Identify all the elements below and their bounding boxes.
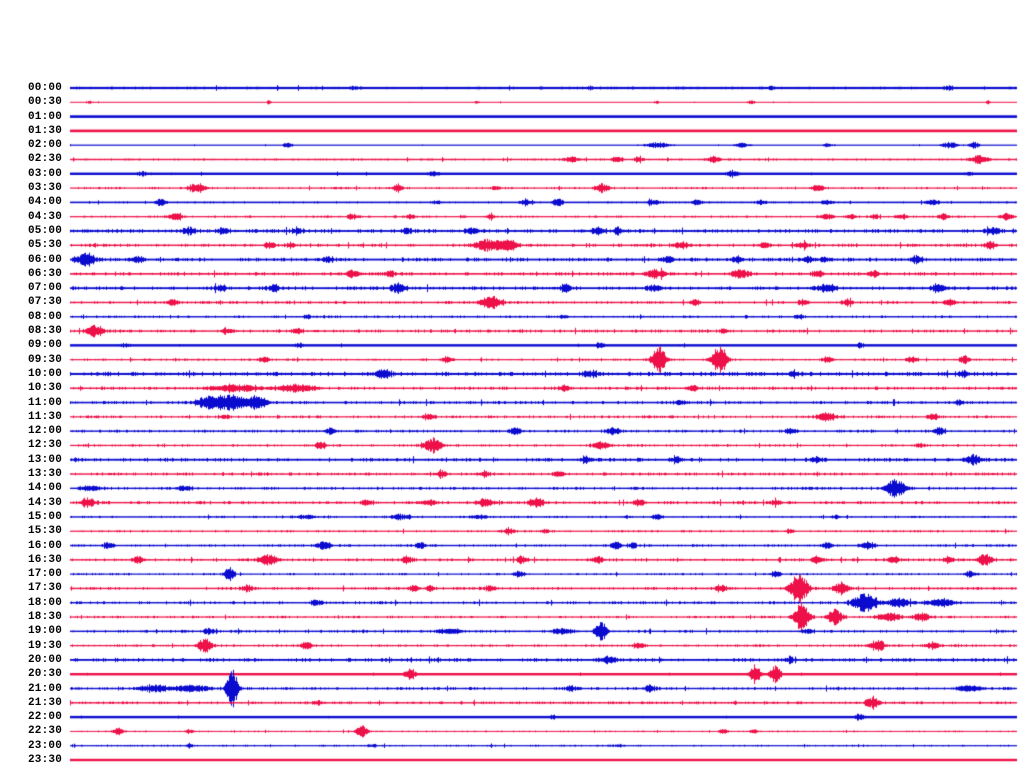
time-label: 21:30 bbox=[27, 696, 62, 709]
time-label: 15:30 bbox=[27, 525, 62, 538]
time-label: 23:30 bbox=[27, 754, 62, 766]
time-label: 13:30 bbox=[27, 468, 62, 481]
time-label: 06:00 bbox=[27, 253, 62, 266]
time-label: 18:30 bbox=[27, 611, 62, 624]
time-label: 21:00 bbox=[27, 682, 62, 695]
time-label: 22:30 bbox=[27, 725, 62, 738]
time-label: 10:00 bbox=[27, 367, 62, 380]
time-label: 05:30 bbox=[27, 239, 62, 252]
time-label: 01:00 bbox=[27, 110, 62, 123]
time-label: 16:30 bbox=[27, 553, 62, 566]
time-label: 22:00 bbox=[27, 711, 62, 724]
time-label: 12:00 bbox=[27, 425, 62, 438]
time-label: 00:30 bbox=[27, 96, 62, 109]
time-label: 10:30 bbox=[27, 382, 62, 395]
time-label: 08:00 bbox=[27, 310, 62, 323]
time-label: 07:00 bbox=[27, 282, 62, 295]
time-label: 23:00 bbox=[27, 739, 62, 752]
time-label: 09:30 bbox=[27, 353, 62, 366]
time-label: 11:30 bbox=[27, 410, 62, 423]
time-label: 15:00 bbox=[27, 510, 62, 523]
time-label: 02:00 bbox=[27, 139, 62, 152]
time-label: 17:00 bbox=[27, 568, 62, 581]
time-label: 04:30 bbox=[27, 210, 62, 223]
time-label: 01:30 bbox=[27, 124, 62, 137]
time-label: 02:30 bbox=[27, 153, 62, 166]
time-label: 04:00 bbox=[27, 196, 62, 209]
time-label: 20:30 bbox=[27, 668, 62, 681]
time-label: 20:00 bbox=[27, 653, 62, 666]
time-label: 12:30 bbox=[27, 439, 62, 452]
time-label: 14:30 bbox=[27, 496, 62, 509]
time-label: 14:00 bbox=[27, 482, 62, 495]
time-label: 18:00 bbox=[27, 596, 62, 609]
time-label: 03:00 bbox=[27, 167, 62, 180]
time-label: 11:00 bbox=[27, 396, 62, 409]
time-label: 08:30 bbox=[27, 325, 62, 338]
time-label: 19:00 bbox=[27, 625, 62, 638]
time-label: 17:30 bbox=[27, 582, 62, 595]
time-label: 19:30 bbox=[27, 639, 62, 652]
time-label: 16:00 bbox=[27, 539, 62, 552]
time-label: 03:30 bbox=[27, 182, 62, 195]
time-label: 07:30 bbox=[27, 296, 62, 309]
time-label: 05:00 bbox=[27, 224, 62, 237]
time-label: 13:00 bbox=[27, 453, 62, 466]
time-label: 06:30 bbox=[27, 267, 62, 280]
time-label: 09:00 bbox=[27, 339, 62, 352]
time-label: 00:00 bbox=[27, 82, 62, 94]
